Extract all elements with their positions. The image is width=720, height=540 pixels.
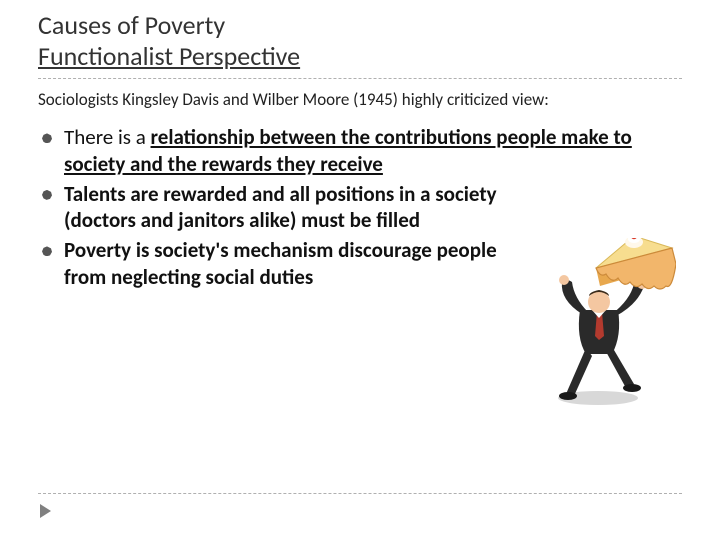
bullet-3: Poverty is society's mechanism discourag… <box>38 237 498 290</box>
bullet-1-prefix: There is a <box>64 124 151 150</box>
divider-top <box>38 78 682 79</box>
divider-bottom <box>38 493 682 494</box>
slide: Causes of Poverty Functionalist Perspect… <box>0 0 720 540</box>
title-line2: Functionalist Perspective <box>38 41 682 72</box>
bullet-1: There is a relationship between the cont… <box>38 124 678 177</box>
corner-triangle-icon <box>40 504 51 518</box>
intro-text: Sociologists Kingsley Davis and Wilber M… <box>38 89 682 110</box>
title-block: Causes of Poverty Functionalist Perspect… <box>38 10 682 72</box>
pie-man-clipart <box>526 238 676 408</box>
bullet-2: Talents are rewarded and all positions i… <box>38 181 498 234</box>
bullet-3-text: Poverty is society's mechanism discourag… <box>64 237 497 289</box>
bullet-2-text: Talents are rewarded and all positions i… <box>64 181 497 233</box>
title-line1: Causes of Poverty <box>38 10 682 41</box>
